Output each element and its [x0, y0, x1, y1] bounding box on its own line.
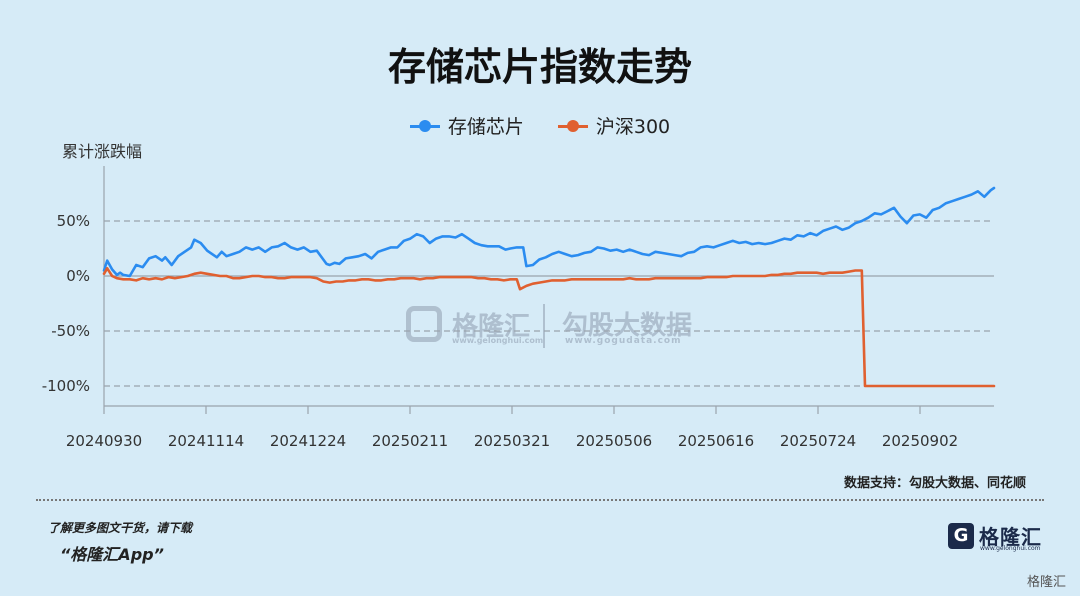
- chart-title: 存储芯片指数走势: [387, 45, 692, 89]
- y-axis-label: 累计涨跌幅: [62, 142, 143, 161]
- watermark-data-url: www.gogudata.com: [565, 336, 682, 346]
- brand-url: www.gelonghui.com: [980, 545, 1041, 552]
- x-tick-label: 20250211: [372, 432, 448, 450]
- legend-item-hs300: 沪深300: [557, 112, 671, 139]
- y-tick-label: 50%: [57, 212, 90, 230]
- brand-g-icon: G: [948, 522, 974, 549]
- legend-label-hs300: 沪深300: [595, 116, 671, 138]
- series-line-0: [102, 186, 996, 278]
- promo-line-1: 了解更多图文干货，请下载: [48, 521, 193, 535]
- y-tick-label: -100%: [42, 377, 90, 395]
- watermark-logo-icon: [406, 306, 442, 342]
- x-tick-label: 20240930: [66, 432, 142, 450]
- y-tick-label: -50%: [51, 322, 90, 340]
- x-tick-label: 20250616: [678, 432, 754, 450]
- legend-label-storage: 存储芯片: [447, 116, 524, 138]
- x-tick-label: 20250902: [882, 432, 958, 450]
- watermark-data-brand: 勾股大数据: [562, 311, 693, 341]
- x-tick-label: 20250321: [474, 432, 550, 450]
- legend-item-storage: 存储芯片: [409, 112, 524, 139]
- brand-name: 格隆汇: [979, 525, 1042, 549]
- series-line-1: [102, 267, 996, 388]
- footer-brand-logo: G 格隆汇: [948, 521, 1042, 550]
- promo-line-2: “格隆汇App”: [60, 545, 164, 564]
- watermark-brand: 格隆汇: [452, 312, 531, 342]
- legend-swatch-storage: [409, 119, 440, 133]
- corner-watermark: 格隆汇: [1026, 575, 1066, 590]
- data-source-note: 数据支持：勾股大数据、同花顺: [843, 476, 1026, 491]
- watermark-brand-url: www.gelonghui.com: [452, 336, 544, 345]
- x-tick-label: 20250506: [576, 432, 652, 450]
- y-tick-label: 0%: [66, 267, 90, 285]
- x-tick-label: 20241224: [270, 432, 346, 450]
- legend-swatch-hs300: [557, 119, 588, 133]
- watermark-divider: [543, 304, 545, 348]
- footer-divider: [36, 499, 1044, 501]
- x-tick-label: 20241114: [168, 432, 244, 450]
- chart-legend: 存储芯片 沪深300: [0, 112, 1080, 139]
- x-tick-label: 20250724: [780, 432, 856, 450]
